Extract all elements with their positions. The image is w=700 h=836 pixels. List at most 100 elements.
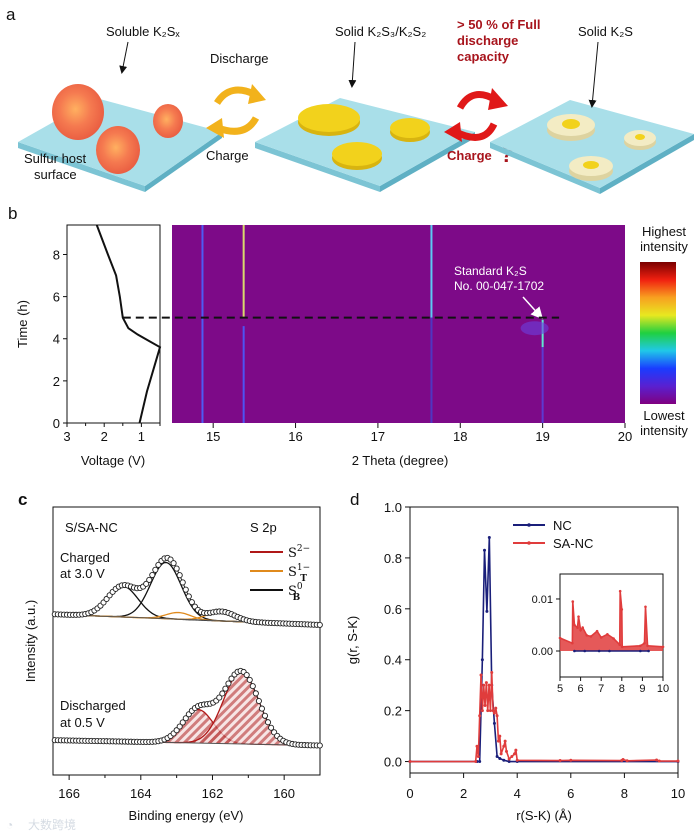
inset-y-tick-label: 0.00 [532, 646, 553, 658]
inset-x-tick-label: 6 [578, 683, 584, 695]
y-tick-label: 0.8 [384, 551, 402, 566]
series-point-NC [498, 756, 502, 760]
legend-sup: 2− [297, 544, 310, 554]
label-line: Lowest [643, 408, 685, 423]
series-point-SA-NC [499, 752, 503, 756]
legend-marker [527, 541, 531, 545]
x-tick-label: 1 [138, 429, 145, 444]
panel-label-d: d [350, 490, 359, 509]
data-point-charged [149, 571, 156, 579]
inset-x-tick-label: 7 [598, 683, 604, 695]
data-point-discharged [219, 690, 226, 697]
series-point-SA-NC [487, 683, 491, 687]
colorbar-low-label: Lowest intensity [640, 408, 688, 438]
x-tick-label: 17 [371, 429, 385, 444]
series-point-SA-NC [625, 759, 629, 763]
x-tick-label: 15 [206, 429, 220, 444]
data-point-charged [152, 566, 159, 573]
discharged-label-line1: Discharged [60, 698, 126, 713]
x-tick-label: 3 [63, 429, 70, 444]
charge-label: Charge [206, 148, 249, 163]
y-tick-label: 0.6 [384, 602, 402, 617]
series-point-NC [485, 609, 489, 613]
charged-label-line2: at 3.0 V [60, 566, 105, 581]
series-point-SA-NC [589, 635, 593, 638]
data-point-discharged [246, 676, 253, 683]
x-tick-label: 8 [621, 786, 628, 801]
series-point-NC [492, 721, 496, 725]
data-point-charged [188, 599, 195, 606]
colorbar-gradient-bar [640, 262, 676, 404]
red-arrow-head [488, 88, 508, 110]
series-point-NC [647, 649, 650, 653]
series-point-SA-NC [496, 739, 500, 743]
data-point-charged [185, 593, 192, 600]
watermark-text: 大数跨境 [28, 817, 76, 832]
series-point-SA-NC [612, 637, 615, 640]
series-point-SA-NC [474, 760, 478, 764]
series-point-SA-NC [491, 709, 495, 713]
data-point-charged [316, 621, 323, 628]
data-point-charged [155, 561, 162, 568]
series-point-SA-NC [573, 623, 576, 627]
series-point-NC [483, 548, 487, 552]
legend-marker [527, 523, 531, 527]
slab-polysulfide [18, 84, 222, 192]
series-point-SA-NC [618, 643, 622, 647]
series-point-NC [597, 649, 601, 653]
data-point-discharged [316, 742, 323, 749]
legend-sup: 1− [297, 563, 310, 573]
discharge-arrow-head [248, 84, 266, 104]
x-tick-label: 160 [273, 786, 295, 801]
series-point-NC [478, 760, 482, 764]
annotation-arrow [522, 296, 544, 320]
inset-y-tick-label: 0.01 [532, 594, 553, 606]
data-point-charged [176, 572, 183, 579]
series-point-SA-NC [502, 744, 506, 748]
series-point-SA-NC [513, 752, 517, 756]
r-axis-label: r(S-K) (Å) [516, 808, 572, 823]
voltage-curve [95, 224, 162, 424]
polysulfide-droplet [153, 104, 183, 138]
x-tick-label: 162 [202, 786, 224, 801]
x-tick-label: 0 [406, 786, 413, 801]
series-point-SA-NC [510, 754, 514, 758]
inset-x-tick-label: 5 [557, 683, 563, 695]
series-point-SA-NC [569, 758, 573, 762]
series-point-SA-NC [492, 711, 496, 715]
data-point-charged [182, 586, 189, 593]
series-point-SA-NC [475, 744, 479, 748]
data-point-discharged [176, 723, 183, 730]
series-point-SA-NC [639, 644, 642, 648]
legend-sub: B [293, 593, 301, 603]
series-point-SA-NC [483, 704, 487, 708]
panel-label-b: b [8, 204, 17, 223]
data-point-discharged [261, 712, 269, 719]
solid-k2s3-label: Solid K₂S₃/K₂S₂ [335, 24, 426, 39]
watermark: ◔ 大数跨境 [6, 817, 76, 832]
data-point-charged [143, 580, 150, 587]
series-point-SA-NC [618, 589, 622, 593]
series-point-NC [507, 760, 511, 764]
y-tick-label: 8 [53, 247, 60, 262]
legend-sup: 0 [297, 582, 303, 592]
x-tick-label: 20 [618, 429, 632, 444]
polysulfide-droplet [96, 126, 140, 174]
host-label-line1: Sulfur host [24, 151, 87, 166]
series-point-SA-NC [676, 759, 680, 763]
xps-sample-title: S/SA-NC [65, 520, 118, 535]
series-point-SA-NC [486, 709, 490, 713]
colorbar: Highest intensity Lowest intensity [640, 224, 688, 438]
series-point-SA-NC [620, 608, 624, 611]
series-point-SA-NC [655, 758, 659, 762]
panel-a: a Soluble K₂Sₓ Sulfur host surface Disch… [6, 5, 694, 194]
legend-label-NC: NC [553, 518, 572, 533]
legend-sub: T [300, 574, 307, 584]
legend-base: S [288, 584, 297, 599]
red-arrow-head [444, 122, 462, 142]
series-point-NC [487, 536, 491, 540]
data-point-charged [170, 560, 177, 567]
capacity-line3: capacity [457, 49, 510, 64]
